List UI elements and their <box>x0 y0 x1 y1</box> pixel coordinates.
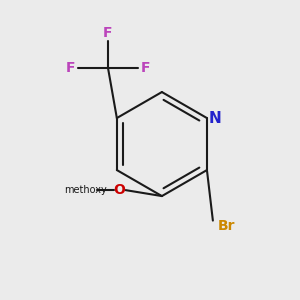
Text: methoxy: methoxy <box>64 185 106 195</box>
Text: F: F <box>66 61 76 74</box>
Text: F: F <box>103 26 113 40</box>
Text: F: F <box>140 61 150 74</box>
Text: O: O <box>113 183 125 197</box>
Text: N: N <box>209 110 222 125</box>
Text: Br: Br <box>218 219 235 233</box>
